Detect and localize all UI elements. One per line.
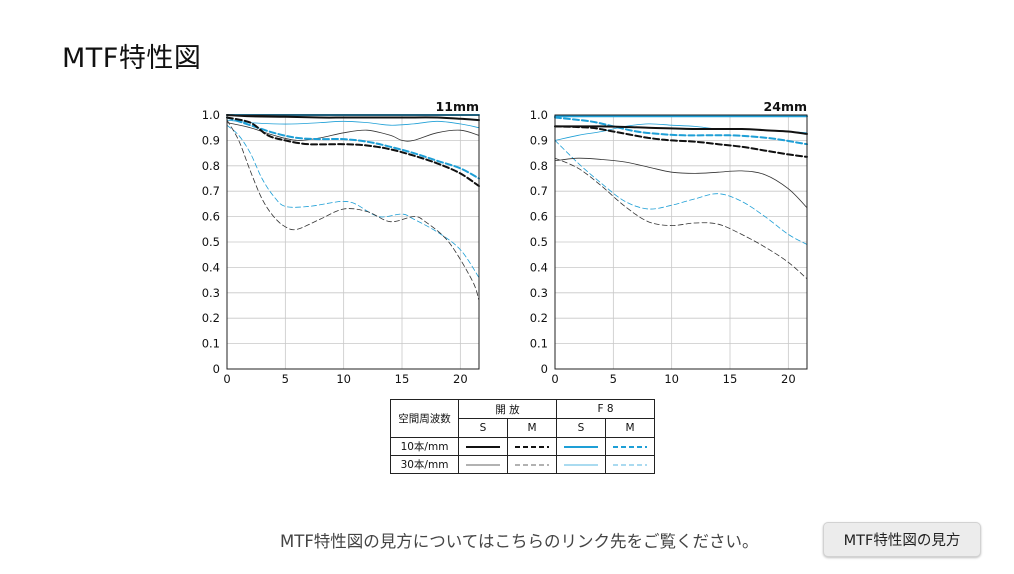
legend-open-s: S bbox=[458, 418, 508, 438]
y-tick-label: 0.3 bbox=[530, 286, 548, 300]
x-tick-label: 15 bbox=[395, 372, 410, 386]
y-tick-label: 0.7 bbox=[530, 184, 548, 198]
x-tick-label: 15 bbox=[723, 372, 738, 386]
mtf-line-f8-30-s bbox=[226, 119, 480, 129]
legend-swatch bbox=[556, 455, 606, 474]
legend-swatch bbox=[458, 455, 508, 474]
y-tick-label: 0.4 bbox=[202, 260, 220, 274]
y-tick-label: 0.1 bbox=[530, 337, 548, 351]
x-tick-label: 5 bbox=[610, 372, 617, 386]
x-tick-label: 10 bbox=[336, 372, 351, 386]
mtf-line-open-10-s bbox=[554, 125, 808, 135]
legend-swatch bbox=[507, 437, 557, 456]
legend-swatch bbox=[605, 455, 655, 474]
mtf-legend-table: 空間周波数 開 放 F 8 S M S M 10本/mm 30本/mm bbox=[390, 399, 655, 474]
help-text: MTF特性図の見方についてはこちらのリンク先をご覧ください。 bbox=[280, 532, 759, 551]
y-tick-label: 0.6 bbox=[202, 210, 220, 224]
mtf-line-open-10-s bbox=[226, 114, 480, 122]
mtf-chart-24mm: 00.10.20.30.40.50.60.70.80.91.00 5 10 15 20 … bbox=[530, 99, 808, 386]
legend-header-f8: F 8 bbox=[556, 399, 655, 419]
x-tick-label: 5 bbox=[282, 372, 289, 386]
legend-f8-s: S bbox=[556, 418, 606, 438]
y-tick-label: 0.2 bbox=[530, 311, 548, 325]
y-tick-label: 0.3 bbox=[202, 286, 220, 300]
y-tick-label: 0.8 bbox=[530, 159, 548, 173]
x-tick-label: 10 bbox=[664, 372, 679, 386]
y-tick-label: 0.5 bbox=[202, 235, 220, 249]
y-tick-label: 1.0 bbox=[530, 108, 548, 122]
legend-swatch bbox=[556, 437, 606, 456]
legend-open-m: M bbox=[507, 418, 557, 438]
y-tick-label: 0.6 bbox=[530, 210, 548, 224]
mtf-line-f8-10-m bbox=[226, 116, 480, 180]
page-title: MTF特性図 bbox=[62, 43, 202, 74]
mtf-line-open-10-m bbox=[226, 116, 480, 188]
legend-swatch bbox=[507, 455, 557, 474]
y-tick-label: 1.0 bbox=[202, 108, 220, 122]
legend-row-30: 30本/mm bbox=[390, 455, 459, 474]
grid-lines bbox=[226, 114, 479, 370]
y-tick-label: 0.8 bbox=[202, 159, 220, 173]
x-tick-label: 0 bbox=[223, 372, 230, 386]
x-tick-label: 0 bbox=[551, 372, 558, 386]
tick-labels: 0 0.1 0.2 0.3 0.4 0.5 0.6 0.7 0.8 0.9 1.0 0 5 10 15 20 bbox=[202, 108, 468, 386]
mtf-line-open-10-m bbox=[554, 125, 808, 158]
y-tick-label: 0 bbox=[541, 362, 548, 376]
y-tick-label: 0.9 bbox=[530, 133, 548, 147]
mtf-line-f8-30-m bbox=[226, 124, 480, 278]
x-tick-label: 20 bbox=[781, 372, 796, 386]
plot-frame bbox=[554, 114, 808, 370]
legend-header-frequency: 空間周波数 bbox=[390, 399, 459, 438]
mtf-line-open-30-s bbox=[554, 157, 808, 209]
legend-swatch bbox=[458, 437, 508, 456]
mtf-guide-button[interactable]: MTF特性図の見方 bbox=[823, 522, 981, 557]
y-tick-label: 0.1 bbox=[202, 337, 220, 351]
legend-row-10: 10本/mm bbox=[390, 437, 459, 456]
legend-f8-m: M bbox=[605, 418, 655, 438]
mtf-line-open-30-s bbox=[226, 122, 480, 142]
mtf-chart-11mm: 00.10.20.30.40.50.60.70.80.91.00 5 10 15 20 … bbox=[202, 99, 480, 386]
series-lines bbox=[554, 115, 808, 280]
chart-title: 11mm bbox=[436, 99, 479, 114]
legend-header-open: 開 放 bbox=[458, 399, 557, 419]
grid-lines bbox=[554, 114, 807, 370]
x-tick-label: 20 bbox=[453, 372, 468, 386]
legend-swatch bbox=[605, 437, 655, 456]
y-tick-label: 0.5 bbox=[530, 235, 548, 249]
y-tick-label: 0.4 bbox=[530, 260, 548, 274]
y-tick-label: 0.2 bbox=[202, 311, 220, 325]
y-tick-label: 0.9 bbox=[202, 133, 220, 147]
series-lines bbox=[226, 114, 480, 301]
y-tick-label: 0.7 bbox=[202, 184, 220, 198]
mtf-line-f8-30-m bbox=[554, 140, 808, 245]
mtf-line-f8-10-m bbox=[554, 116, 808, 146]
chart-title: 24mm bbox=[764, 99, 807, 114]
y-tick-label: 0 bbox=[213, 362, 220, 376]
tick-labels: 0 0.1 0.2 0.3 0.4 0.5 0.6 0.7 0.8 0.9 1.0 0 5 10 15 20 bbox=[530, 108, 796, 386]
mtf-line-open-30-m bbox=[554, 157, 808, 280]
mtf-line-open-30-m bbox=[226, 119, 480, 301]
plot-frame bbox=[226, 114, 480, 370]
